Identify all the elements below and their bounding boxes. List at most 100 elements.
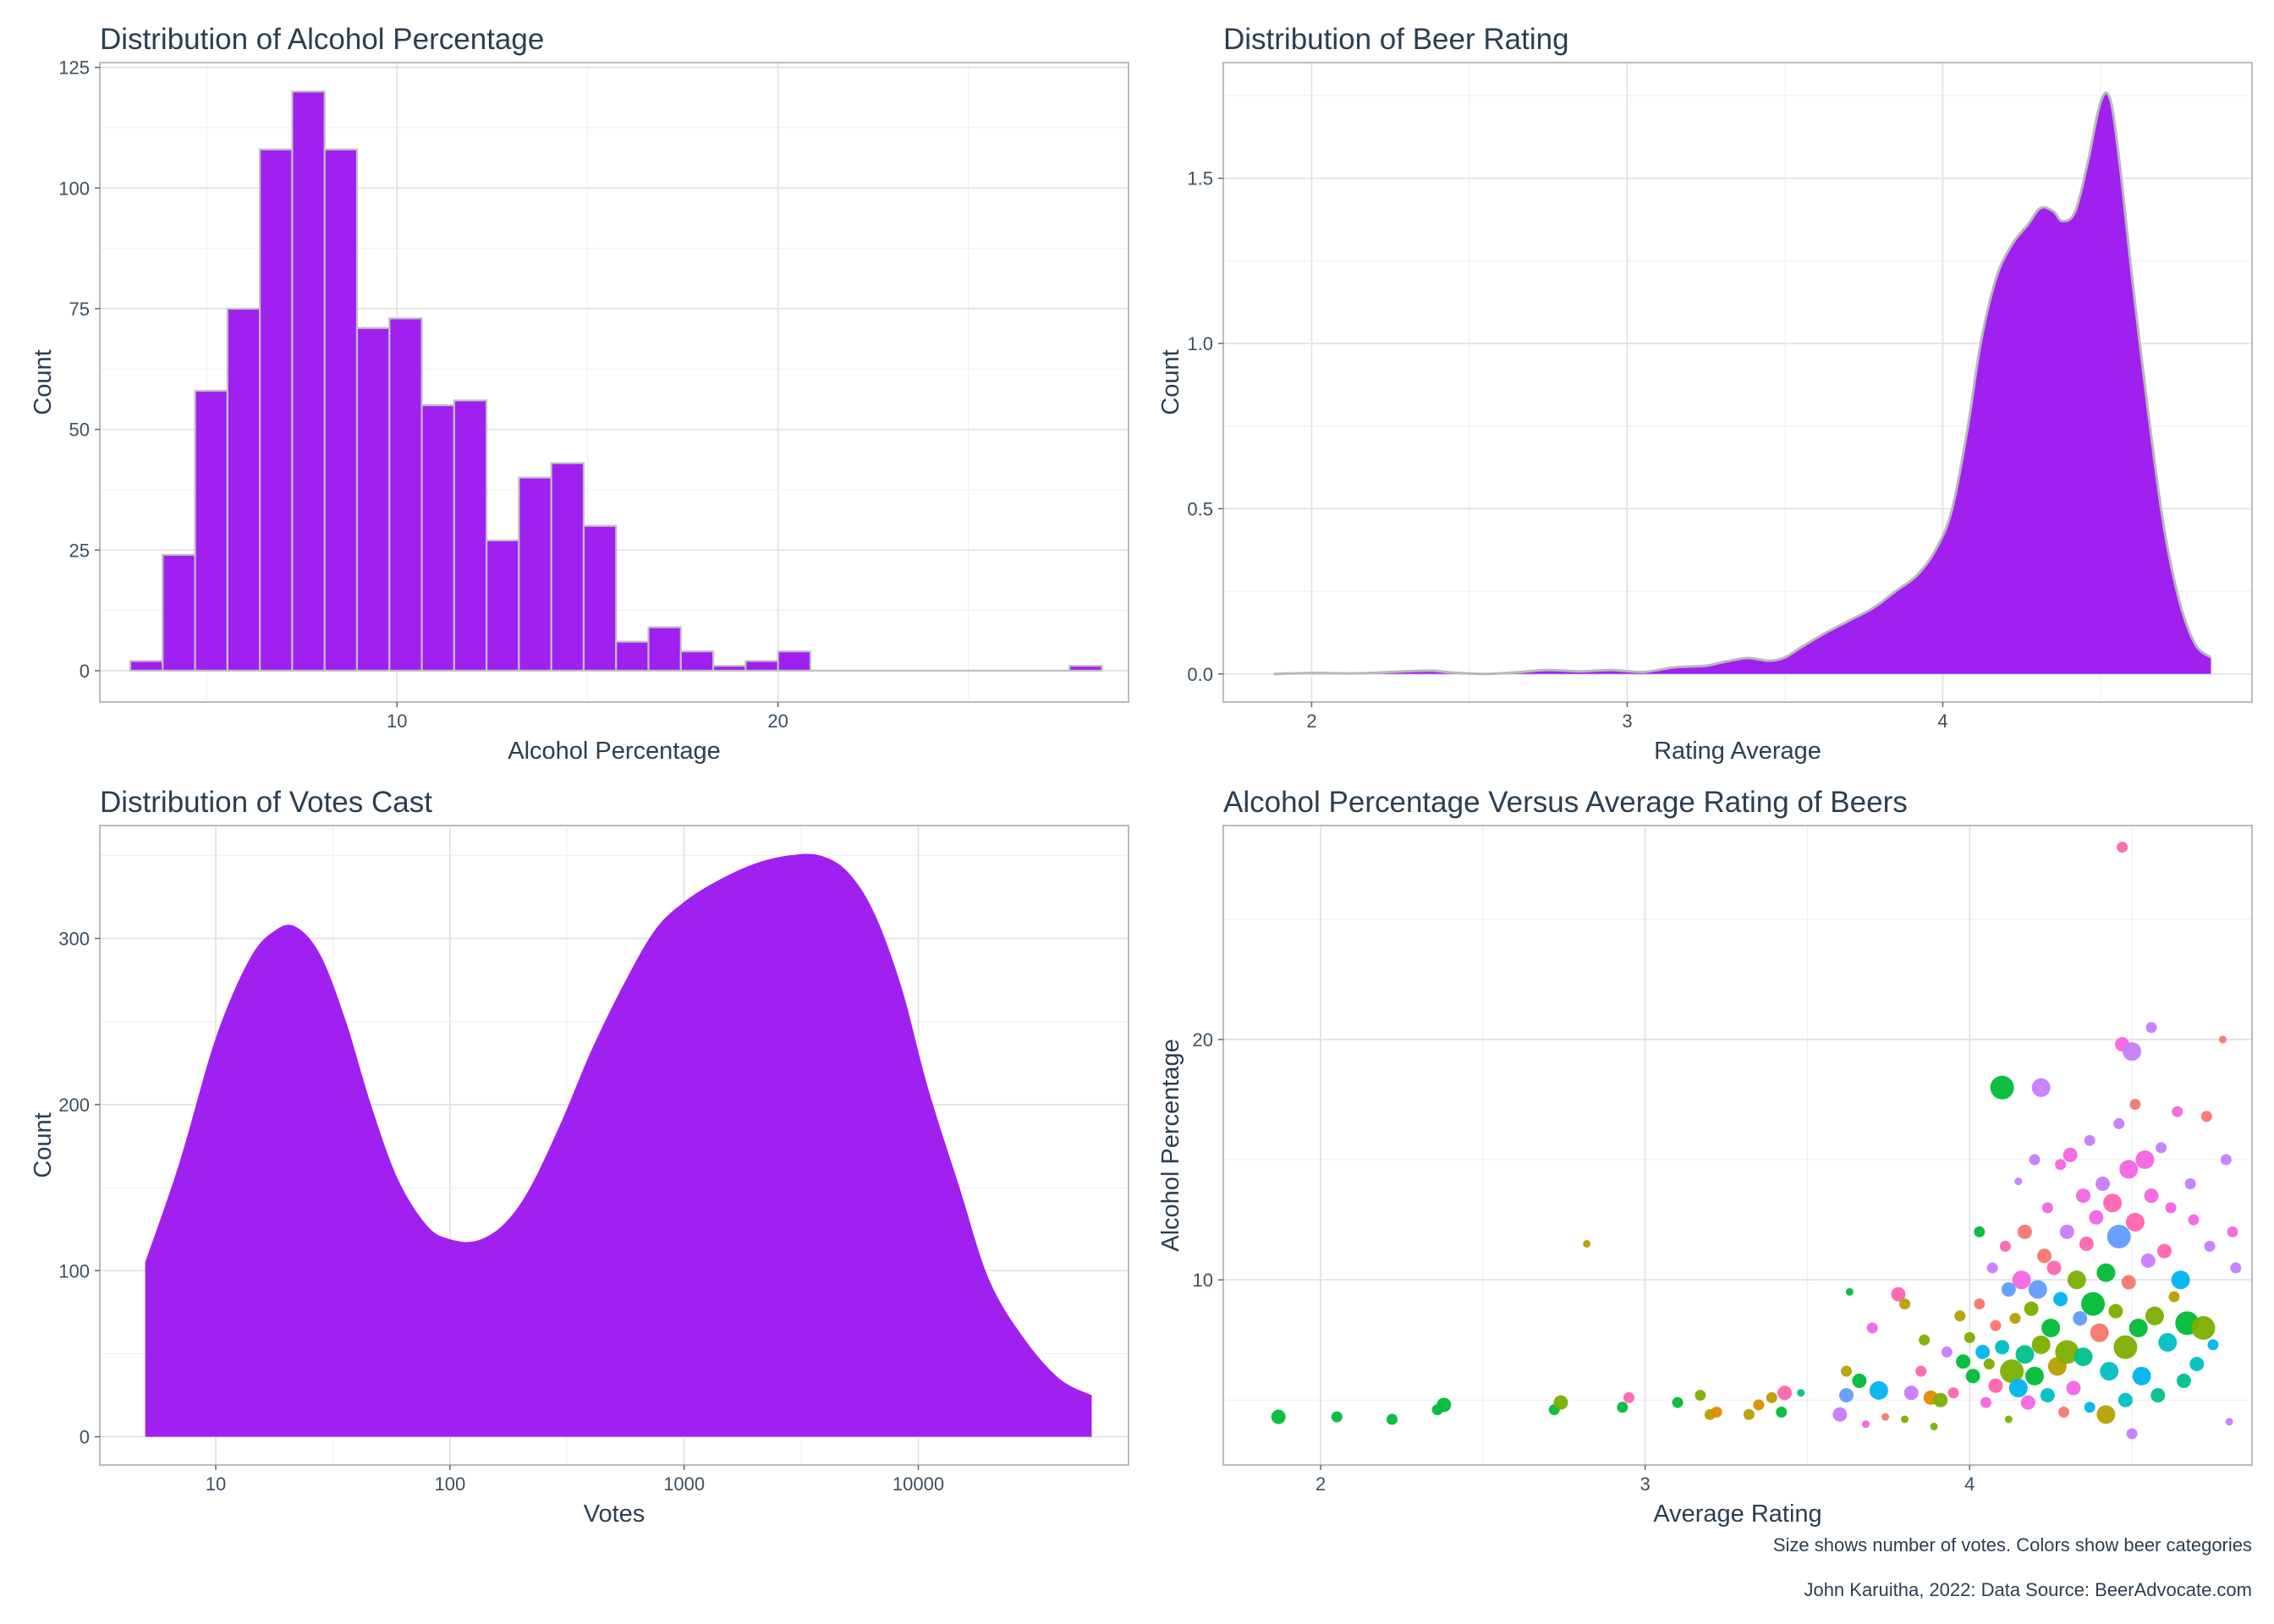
scatter-point <box>2031 1335 2051 1354</box>
scatter-point <box>2074 1347 2093 1367</box>
scatter-point <box>2024 1366 2044 1385</box>
abv-vs-rating-scatter-panel: 2 3 4 10 20 Alcohol Percentage Versus Averag… <box>1157 786 2253 1528</box>
x-axis-label: Rating Average <box>1654 738 1821 765</box>
scatter-point <box>1964 1331 1975 1343</box>
scatter-point <box>2165 1202 2177 1214</box>
scatter-point <box>2046 1260 2062 1276</box>
scatter-point <box>1881 1413 1890 1421</box>
scatter-point <box>2145 1022 2157 1034</box>
caption-source: John Karuitha, 2022: Data Source: BeerAd… <box>1804 1579 2252 1600</box>
scatter-point <box>2076 1188 2091 1204</box>
scatter-point <box>2029 1154 2041 1166</box>
scatter-point <box>2014 1177 2023 1186</box>
histogram-bar <box>679 650 715 672</box>
scatter-point <box>1965 1369 1980 1384</box>
histogram-bar <box>194 389 228 672</box>
scatter-point <box>2129 1099 2141 1111</box>
scatter-point <box>2008 1379 2028 1398</box>
scatter-point <box>1672 1396 1684 1408</box>
scatter-point <box>2168 1291 2180 1303</box>
y-tick-label: 50 <box>69 420 90 441</box>
histogram-bar <box>388 317 423 672</box>
caption-size-note: Size shows number of votes. Colors show … <box>1773 1534 2252 1555</box>
scatter-point <box>1990 1320 2002 1331</box>
scatter-point <box>2063 1147 2078 1162</box>
scatter-point <box>2113 1335 2138 1359</box>
scatter-point <box>2135 1150 2155 1170</box>
scatter-point <box>1941 1346 1953 1358</box>
scatter-point <box>1956 1354 1971 1369</box>
x-tick-label: 2 <box>1306 710 1316 732</box>
scatter-point <box>2089 1210 2104 1225</box>
scatter-point <box>2096 1263 2116 1282</box>
x-tick-label: 2 <box>1316 1473 1326 1495</box>
histogram-bar <box>162 553 196 672</box>
y-axis-label: Count <box>1157 349 1184 414</box>
scatter-point <box>1988 1378 2003 1393</box>
scatter-point <box>1974 1298 1986 1310</box>
scatter-point <box>2119 1160 2139 1179</box>
scatter-point <box>2227 1226 2238 1237</box>
y-tick-label: 1.5 <box>1187 168 1213 189</box>
density-area <box>1273 92 2211 674</box>
y-tick-label: 25 <box>69 540 90 561</box>
scatter-point <box>1386 1413 1398 1425</box>
scatter-point <box>2218 1035 2227 1044</box>
histogram-bar <box>129 660 164 672</box>
histogram-bar <box>744 660 779 672</box>
scatter-point <box>1839 1388 1854 1403</box>
scatter-point <box>1947 1387 1959 1399</box>
scatter-point <box>2041 1319 2061 1337</box>
scatter-point <box>2084 1134 2095 1146</box>
chart-title: Distribution of Beer Rating <box>1223 23 1569 56</box>
y-tick-label: 0 <box>80 661 90 682</box>
y-tick-label: 10 <box>1193 1270 1213 1291</box>
scatter-point <box>2031 1078 2051 1097</box>
scatter-point <box>2100 1362 2119 1381</box>
scatter-point <box>2230 1262 2242 1274</box>
y-axis-label: Alcohol Percentage <box>1157 1039 1184 1252</box>
scatter-point <box>2067 1270 2086 1290</box>
scatter-point <box>2053 1292 2068 1307</box>
scatter-point <box>1862 1420 1870 1429</box>
histogram-bar <box>647 626 682 672</box>
scatter-point <box>1915 1365 1927 1377</box>
y-axis-label: Count <box>30 1112 57 1177</box>
y-axis-label: Count <box>30 349 57 414</box>
scatter-point <box>1617 1402 1629 1413</box>
scatter-point <box>1623 1391 1634 1403</box>
histogram-bar <box>323 148 359 672</box>
scatter-point <box>1903 1385 1919 1401</box>
x-tick-label: 4 <box>1964 1473 1975 1495</box>
scatter-point <box>1995 1340 2010 1355</box>
scatter-point <box>2041 1202 2053 1214</box>
y-tick-label: 0.5 <box>1187 498 1213 519</box>
x-axis-label: Average Rating <box>1653 1501 1821 1528</box>
scatter-point <box>2079 1237 2094 1252</box>
density-outline <box>1273 91 2212 676</box>
scatter-point <box>2144 1188 2159 1204</box>
scatter-point <box>2058 1406 2070 1418</box>
scatter-point <box>2189 1357 2205 1372</box>
scatter-point <box>2117 842 2128 853</box>
scatter-point <box>2000 1359 2024 1384</box>
scatter-point <box>2009 1313 2021 1325</box>
votes-density-panel: 10 100 1000 10000 0 100 200 300 Distribution of… <box>30 786 1129 1528</box>
chart-title: Alcohol Percentage Versus Average Rating… <box>1223 786 1908 819</box>
scatter-point <box>1832 1407 1848 1422</box>
scatter-point <box>2156 1142 2167 1154</box>
scatter-point <box>2207 1339 2219 1351</box>
scatter-point <box>1933 1392 1948 1407</box>
scatter-point <box>1743 1408 1755 1420</box>
scatter-point <box>2123 1042 2142 1062</box>
scatter-point <box>2103 1193 2123 1213</box>
histogram-bar <box>711 665 747 672</box>
x-axis-label: Votes <box>584 1501 645 1528</box>
histogram-bar <box>550 462 585 672</box>
scatter-point <box>2015 1345 2035 1364</box>
x-tick-label: 10 <box>387 710 407 732</box>
scatter-point <box>1711 1406 1722 1418</box>
y-tick-label: 0.0 <box>1187 664 1213 685</box>
histogram-bar <box>777 650 812 672</box>
scatter-point <box>2172 1106 2183 1117</box>
